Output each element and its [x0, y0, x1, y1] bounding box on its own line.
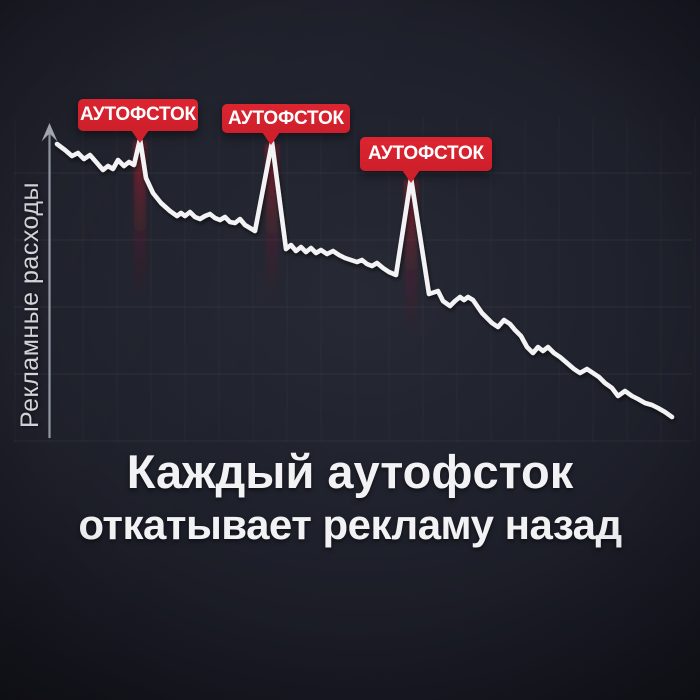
annotation-badge-label: АУТОФСТОК — [228, 107, 344, 129]
annotation-badge-2: АУТОФСТОК — [222, 104, 350, 145]
badge-pointer-icon — [262, 132, 280, 145]
annotation-badge-1: АУТОФСТОК — [78, 99, 198, 143]
badge-pointer-icon — [131, 130, 149, 143]
annotation-badge-3: АУТОФСТОК — [360, 137, 492, 183]
caption-subtitle: откатывает рекламу назад — [78, 501, 622, 548]
spend-line — [54, 136, 675, 420]
spike-glow-group — [134, 141, 417, 335]
y-axis — [41, 123, 58, 438]
annotation-badge-label: АУТОФСТОК — [80, 104, 196, 125]
y-axis-label: Рекламные расходы — [16, 182, 44, 428]
annotation-badge-label: АУТОФСТОК — [368, 143, 484, 164]
badge-pointer-icon — [402, 170, 420, 183]
caption: Каждый аутофсток откатывает рекламу наза… — [0, 446, 700, 552]
caption-title: Каждый аутофсток — [126, 445, 574, 498]
y-axis-arrow-icon — [41, 123, 58, 142]
